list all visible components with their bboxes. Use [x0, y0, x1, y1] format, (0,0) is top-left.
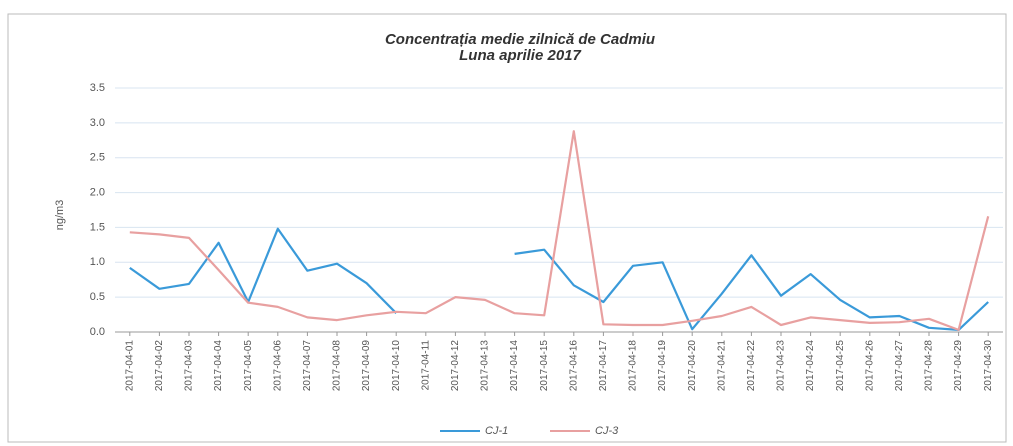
y-tick-label: 2.5	[90, 152, 105, 164]
x-tick-label: 2017-04-12	[450, 340, 461, 392]
y-tick-label: 0.5	[90, 291, 105, 303]
y-tick-label: 2.0	[90, 186, 105, 198]
x-tick-label: 2017-04-25	[835, 340, 846, 392]
x-tick-label: 2017-04-24	[805, 340, 816, 392]
chart-frame	[7, 13, 1007, 443]
x-tick-label: 2017-04-05	[243, 340, 254, 392]
x-tick-label: 2017-04-02	[154, 340, 165, 392]
x-tick-label: 2017-04-13	[480, 340, 491, 392]
x-tick-label: 2017-04-29	[953, 340, 964, 392]
y-axis-label: ng/m3	[54, 200, 66, 231]
x-tick-label: 2017-04-26	[864, 340, 875, 392]
x-tick-label: 2017-04-14	[509, 340, 520, 392]
x-tick-label: 2017-04-20	[687, 340, 698, 392]
x-tick-label: 2017-04-30	[983, 340, 994, 392]
y-tick-label: 3.5	[90, 82, 105, 94]
x-tick-label: 2017-04-01	[124, 340, 135, 392]
y-tick-label: 3.0	[90, 117, 105, 129]
x-tick-label: 2017-04-11	[420, 340, 431, 391]
y-tick-label: 1.0	[90, 256, 105, 268]
x-tick-label: 2017-04-21	[716, 340, 727, 392]
x-tick-label: 2017-04-22	[746, 340, 757, 392]
x-tick-label: 2017-04-10	[391, 340, 402, 392]
x-tick-label: 2017-04-18	[628, 340, 639, 392]
x-tick-label: 2017-04-07	[302, 340, 313, 392]
x-tick-label: 2017-04-27	[894, 340, 905, 392]
y-tick-label: 1.5	[90, 221, 105, 233]
x-tick-label: 2017-04-19	[657, 340, 668, 392]
legend-label: CJ-1	[485, 425, 508, 437]
legend-label: CJ-3	[595, 425, 619, 437]
chart-title: Concentrația medie zilnică de Cadmiu	[385, 31, 655, 48]
x-tick-label: 2017-04-28	[924, 340, 935, 392]
x-tick-label: 2017-04-16	[568, 340, 579, 392]
x-tick-label: 2017-04-09	[361, 340, 372, 392]
x-tick-label: 2017-04-08	[332, 340, 343, 392]
x-tick-label: 2017-04-23	[776, 340, 787, 392]
series-line	[129, 227, 989, 331]
x-tick-label: 2017-04-15	[539, 340, 550, 392]
x-tick-label: 2017-04-17	[598, 340, 609, 392]
chart-subtitle: Luna aprilie 2017	[459, 47, 581, 64]
x-tick-label: 2017-04-03	[184, 340, 195, 392]
x-tick-label: 2017-04-06	[272, 340, 283, 392]
y-tick-label: 0.0	[90, 326, 105, 338]
series-line	[129, 130, 990, 331]
x-tick-label: 2017-04-04	[213, 340, 224, 392]
